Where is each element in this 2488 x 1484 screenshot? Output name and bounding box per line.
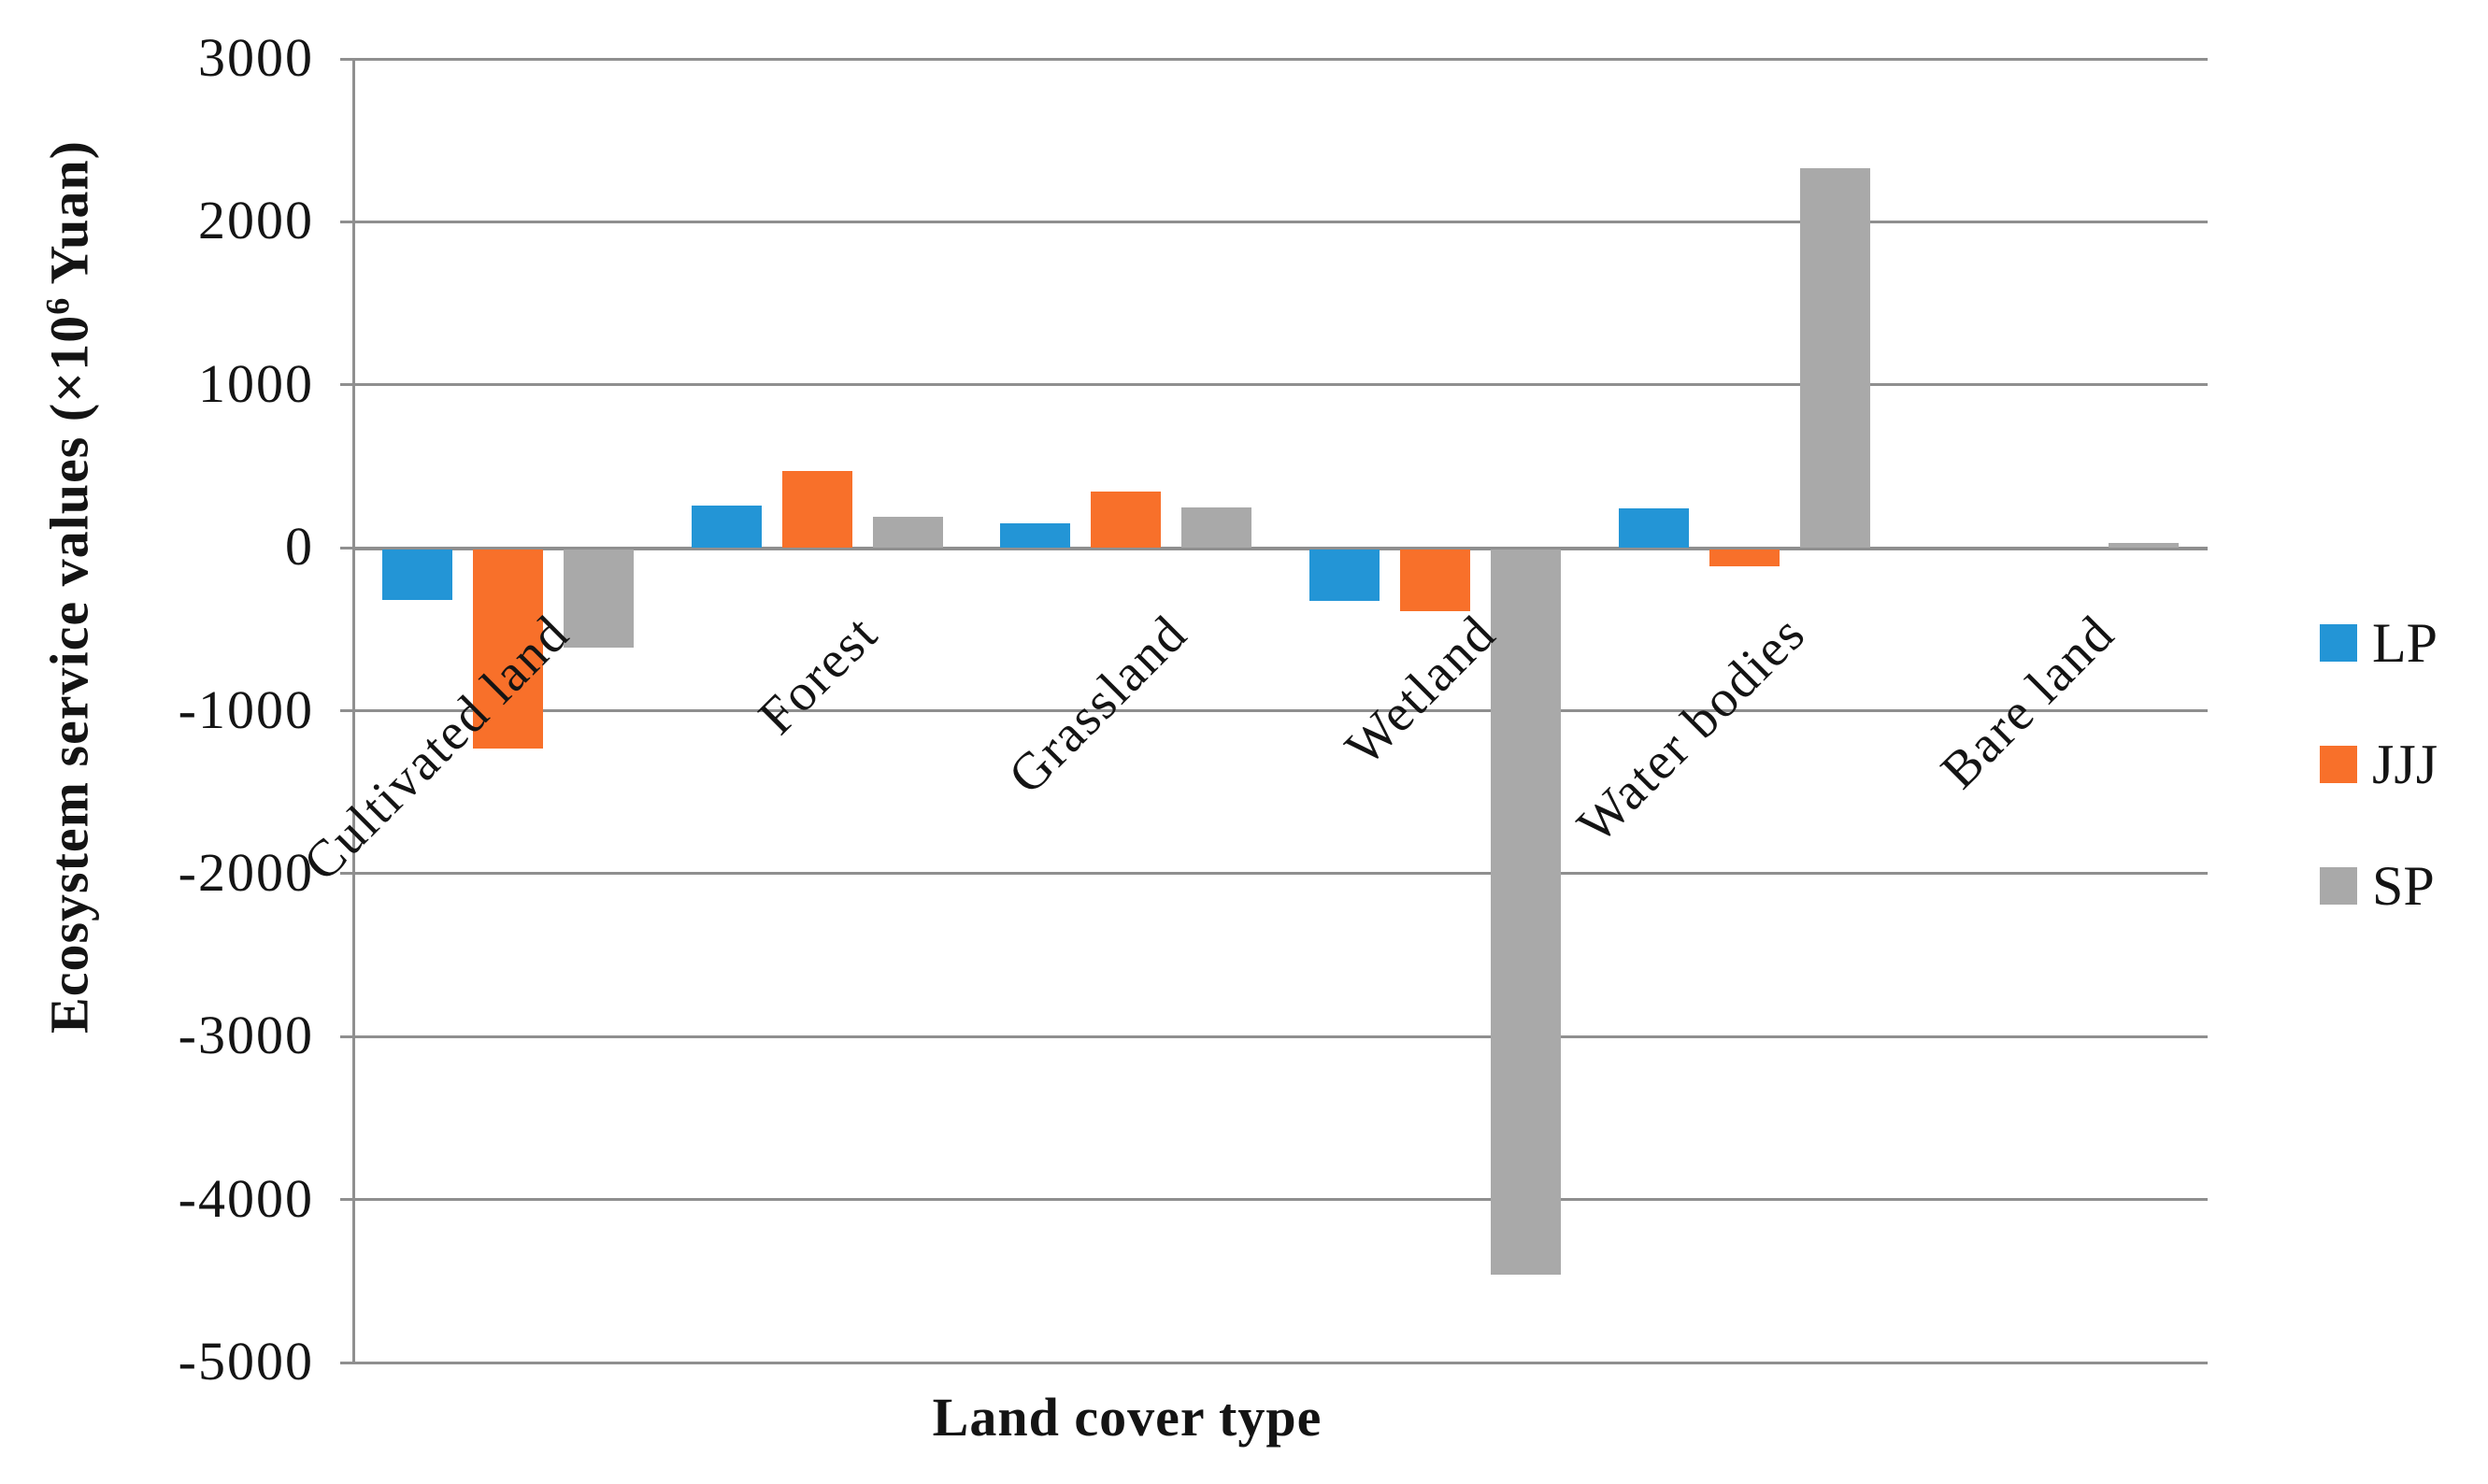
y-tick-label-3000: 3000 (198, 27, 314, 88)
x-tick-label-bare-land: Bare land (1929, 604, 2126, 800)
legend-item-sp: SP (2320, 856, 2435, 916)
legend-swatch-jjj (2320, 746, 2357, 783)
x-axis-zero-line (353, 546, 2208, 550)
y-tick-label--1000: -1000 (178, 678, 314, 740)
bar-SP-bare-land (2109, 542, 2180, 549)
bar-JJJ-forest (781, 471, 852, 549)
y-tick-mark--1000 (340, 709, 353, 712)
x-tick-label-water-bodies: Water bodies (1566, 604, 1817, 855)
y-tick-label--2000: -2000 (178, 841, 314, 903)
y-tick-mark-1000 (340, 383, 353, 387)
gridline--2000 (353, 872, 2208, 876)
bar-JJJ-water-bodies (1709, 549, 1780, 566)
y-tick-label--5000: -5000 (178, 1331, 314, 1391)
y-tick-mark--3000 (340, 1035, 353, 1038)
y-tick-mark-2000 (340, 220, 353, 223)
x-axis-title: Land cover type (932, 1387, 1323, 1448)
bar-LP-grassland (1000, 522, 1071, 549)
bar-SP-grassland (1181, 507, 1252, 549)
legend-item-lp: LP (2320, 613, 2438, 673)
gridline--1000 (353, 709, 2208, 712)
legend-item-jjj: JJJ (2320, 735, 2438, 794)
y-tick-label--4000: -4000 (178, 1167, 314, 1229)
x-tick-label-wetland: Wetland (1335, 604, 1508, 778)
gridline--3000 (353, 1035, 2208, 1038)
y-axis-title-text: Ecosystem service values (×10 (38, 314, 100, 1034)
legend-label-jjj: JJJ (2372, 734, 2438, 795)
y-tick-label--3000: -3000 (178, 1005, 314, 1066)
legend-label-sp: SP (2372, 855, 2435, 917)
bar-LP-cultivated-land (381, 549, 452, 601)
y-axis-line (352, 59, 355, 1364)
x-tick-label-grassland: Grassland (997, 604, 1199, 806)
y-tick-mark--4000 (340, 1198, 353, 1202)
y-tick-mark--5000 (340, 1361, 353, 1364)
y-tick-mark--2000 (340, 872, 353, 876)
bar-SP-water-bodies (1799, 167, 1870, 549)
gridline--4000 (353, 1198, 2208, 1202)
bar-LP-wetland (1308, 549, 1380, 602)
y-axis-title-superscript: 6 (38, 296, 77, 315)
gridline-3000 (353, 57, 2208, 61)
bar-JJJ-wetland (1399, 549, 1470, 612)
bar-JJJ-cultivated-land (472, 549, 543, 749)
gridline--5000 (353, 1361, 2208, 1364)
bar-SP-cultivated-land (563, 549, 634, 648)
bar-SP-wetland (1490, 549, 1561, 1276)
gridline-2000 (353, 220, 2208, 223)
legend-label-lp: LP (2372, 612, 2438, 674)
y-tick-label-2000: 2000 (198, 190, 314, 251)
y-tick-mark-3000 (340, 57, 353, 61)
y-tick-label-1000: 1000 (198, 352, 314, 414)
bar-LP-forest (691, 505, 762, 549)
bar-JJJ-grassland (1091, 491, 1162, 549)
y-tick-label-0: 0 (285, 516, 314, 578)
x-tick-label-forest: Forest (748, 604, 890, 746)
legend-swatch-lp (2320, 624, 2357, 662)
legend-swatch-sp (2320, 867, 2357, 905)
y-tick-mark-0 (340, 546, 353, 549)
bar-LP-water-bodies (1618, 508, 1689, 549)
bar-SP-forest (872, 516, 943, 549)
gridline-1000 (353, 383, 2208, 387)
